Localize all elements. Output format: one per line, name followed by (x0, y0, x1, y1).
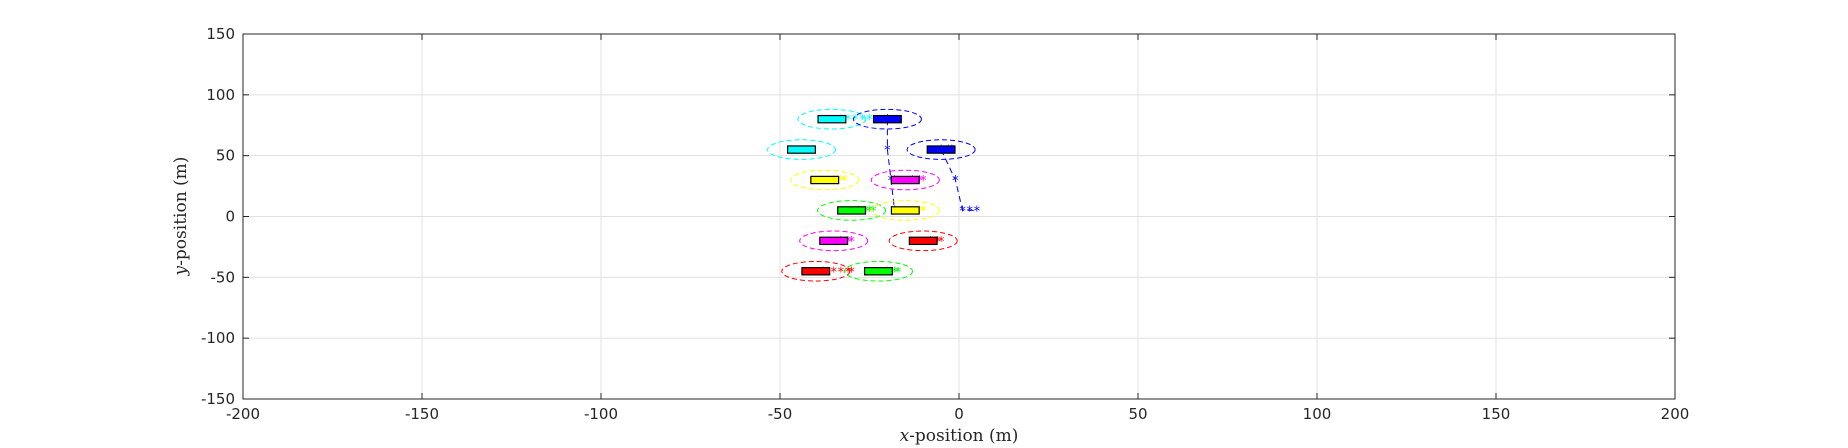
vehicle-body (787, 145, 816, 154)
vehicle-uncertainty-ellipse (888, 230, 958, 252)
vehicle-uncertainty-ellipse (790, 169, 860, 191)
y-tick-label: -150 (201, 390, 235, 408)
x-axis-label: x-position (m) (900, 426, 1019, 446)
ticks (242, 33, 1676, 400)
trajectory-point: * (966, 204, 973, 219)
vehicle-trail-point: * (841, 174, 848, 189)
x-tick-label: 0 (954, 405, 964, 423)
vehicle-trail-point: * (870, 204, 877, 219)
vehicle-trail-point: * (845, 265, 852, 280)
vehicle-trail-point: * (916, 204, 923, 219)
vehicle-trail-point: * (891, 265, 898, 280)
trajectory-point: * (884, 144, 891, 159)
y-tick-labels: -150 -100 -50 0 50 100 150 (201, 25, 235, 408)
x-tick-label: 50 (1128, 405, 1147, 423)
vehicle-uncertainty-ellipse (797, 108, 867, 130)
vehicle-body (890, 206, 920, 215)
vehicle-body (890, 175, 920, 185)
x-tick-label: -150 (405, 405, 439, 423)
vehicle-uncertainty-ellipse (852, 108, 922, 130)
vehicle-trail-point: * (845, 235, 852, 250)
vehicle-trail-point: * (852, 113, 859, 128)
vehicle-uncertainty-ellipse (817, 200, 887, 221)
vehicle-body (863, 267, 893, 276)
y-tick-label: 150 (206, 25, 235, 43)
x-axis-label-rest: -position (m) (909, 426, 1018, 446)
vehicle-trail-point: * (920, 204, 927, 219)
vehicle-body (810, 175, 840, 185)
y-tick-label: -100 (201, 329, 235, 347)
vehicle-uncertainty-ellipse (843, 260, 913, 282)
vehicle-body (837, 206, 867, 215)
trajectory-point: * (974, 204, 981, 219)
vehicle-body (801, 267, 831, 276)
y-tick-label: 0 (225, 208, 235, 226)
x-tick-labels: -200 -150 -100 -50 0 50 100 150 200 (226, 405, 1689, 423)
vehicle-uncertainty-ellipse (799, 230, 869, 252)
x-tick-label: 100 (1303, 405, 1332, 423)
trajectory-line (886, 119, 896, 211)
trajectory-point: * (952, 174, 959, 189)
vehicle-trail-point: * (920, 174, 927, 189)
vehicle-trail-point: * (934, 235, 941, 250)
x-tick-label: 200 (1661, 405, 1690, 423)
y-axis-label-rest: -position (m) (171, 157, 191, 266)
y-axis-label-var: y (171, 265, 191, 276)
vehicle-body (908, 236, 938, 246)
vehicle-trail-point: * (848, 265, 855, 280)
x-axis-label-var: x (900, 426, 910, 446)
y-tick-label: -50 (211, 268, 236, 286)
vehicle-trail-point: * (838, 265, 845, 280)
vehicle-trail-point: * (848, 235, 855, 250)
vehicle-uncertainty-ellipse (870, 200, 940, 221)
vehicle-trail-point: * (938, 235, 945, 250)
trajectory-point: * (959, 204, 966, 219)
y-tick-label: 50 (216, 147, 235, 165)
vehicle-uncertainty-ellipse (906, 139, 976, 160)
x-tick-label: -50 (768, 405, 793, 423)
vehicle-body (819, 236, 849, 246)
vehicles: *********************************** (766, 108, 976, 282)
vehicle-trail-point: * (830, 265, 837, 280)
vehicle-body (817, 114, 847, 124)
x-tick-label: -200 (226, 405, 260, 423)
x-tick-label: -100 (584, 405, 618, 423)
vehicle-trail-point: * (838, 174, 845, 189)
y-axis-label: y-position (m) (171, 157, 191, 277)
vehicle-trail-point: * (845, 113, 852, 128)
vehicle-body (872, 114, 902, 124)
vehicle-trail-point: * (866, 113, 873, 128)
vehicle-trail-point: * (866, 204, 873, 219)
vehicle-trail-point: * (859, 113, 866, 128)
vehicle-uncertainty-ellipse (781, 260, 851, 282)
vehicle-trail-point: * (863, 204, 870, 219)
vehicle-trail-point: * (895, 265, 902, 280)
y-tick-label: 100 (206, 86, 235, 104)
vehicle-trail-point: * (916, 174, 923, 189)
vehicle-uncertainty-ellipse (870, 169, 940, 191)
vehicle-uncertainty-ellipse (766, 139, 836, 160)
vehicle-body (926, 145, 956, 154)
trajectory-line (940, 149, 977, 211)
x-tick-label: 150 (1482, 405, 1511, 423)
